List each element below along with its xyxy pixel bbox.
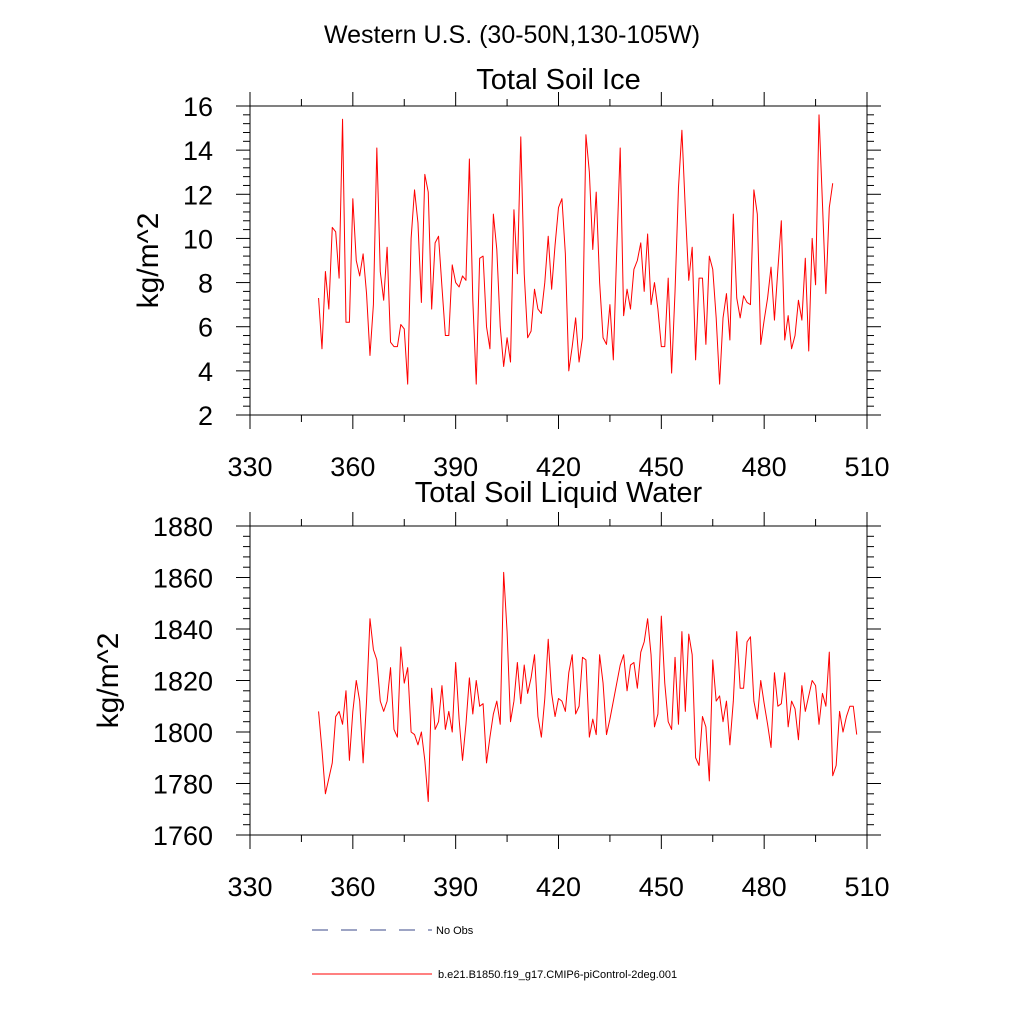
series-line: [318, 571, 858, 803]
legend-model-label: b.e21.B1850.f19_g17.CMIP6-piControl-2deg…: [438, 969, 677, 981]
y-tick-label: 4: [198, 357, 213, 387]
y-tick-label: 2: [198, 401, 213, 431]
y-tick-label: 1840: [153, 615, 213, 645]
x-tick-label: 450: [639, 872, 684, 902]
y-tick-label: 6: [198, 313, 213, 343]
x-tick-label: 450: [639, 452, 684, 482]
x-tick-label: 480: [742, 452, 787, 482]
x-tick-label: 510: [844, 872, 889, 902]
x-tick-label: 390: [433, 452, 478, 482]
y-tick-label: 8: [198, 269, 213, 299]
y-tick-label: 1880: [153, 512, 213, 542]
x-tick-label: 360: [330, 452, 375, 482]
y-tick-label: 1820: [153, 667, 213, 697]
series-line: [318, 114, 834, 385]
y-tick-label: 1780: [153, 770, 213, 800]
panel-title: Total Soil Ice: [476, 64, 640, 96]
x-tick-label: 510: [844, 452, 889, 482]
y-tick-label: 1800: [153, 718, 213, 748]
legend-no-obs-label: No Obs: [436, 925, 474, 937]
y-tick-label: 1760: [153, 821, 213, 851]
x-tick-label: 330: [227, 872, 272, 902]
x-tick-label: 480: [742, 872, 787, 902]
y-tick-label: 10: [183, 224, 213, 254]
y-tick-label: 1860: [153, 564, 213, 594]
x-tick-label: 390: [433, 872, 478, 902]
y-axis-label: kg/m^2: [92, 633, 125, 729]
x-tick-label: 330: [227, 452, 272, 482]
y-tick-label: 14: [183, 136, 213, 166]
x-tick-label: 420: [536, 872, 581, 902]
soil-ice-panel: Total Soil Ice kg/m^2 330 360 390 420 450 480 51…: [132, 64, 890, 482]
x-tick-label: 360: [330, 872, 375, 902]
plot-frame: [249, 105, 868, 416]
x-tick-label: 420: [536, 452, 581, 482]
y-axis-label: kg/m^2: [132, 213, 165, 309]
soil-liquid-water-panel: Total Soil Liquid Water kg/m^2 330 360 390 42…: [92, 477, 890, 902]
panel-title: Total Soil Liquid Water: [415, 477, 703, 509]
legend: No Obs b.e21.B1850.f19_g17.CMIP6-piContr…: [312, 925, 677, 981]
y-tick-label: 16: [183, 92, 213, 122]
y-tick-label: 12: [183, 180, 213, 210]
main-title: Western U.S. (30-50N,130-105W): [324, 21, 700, 49]
